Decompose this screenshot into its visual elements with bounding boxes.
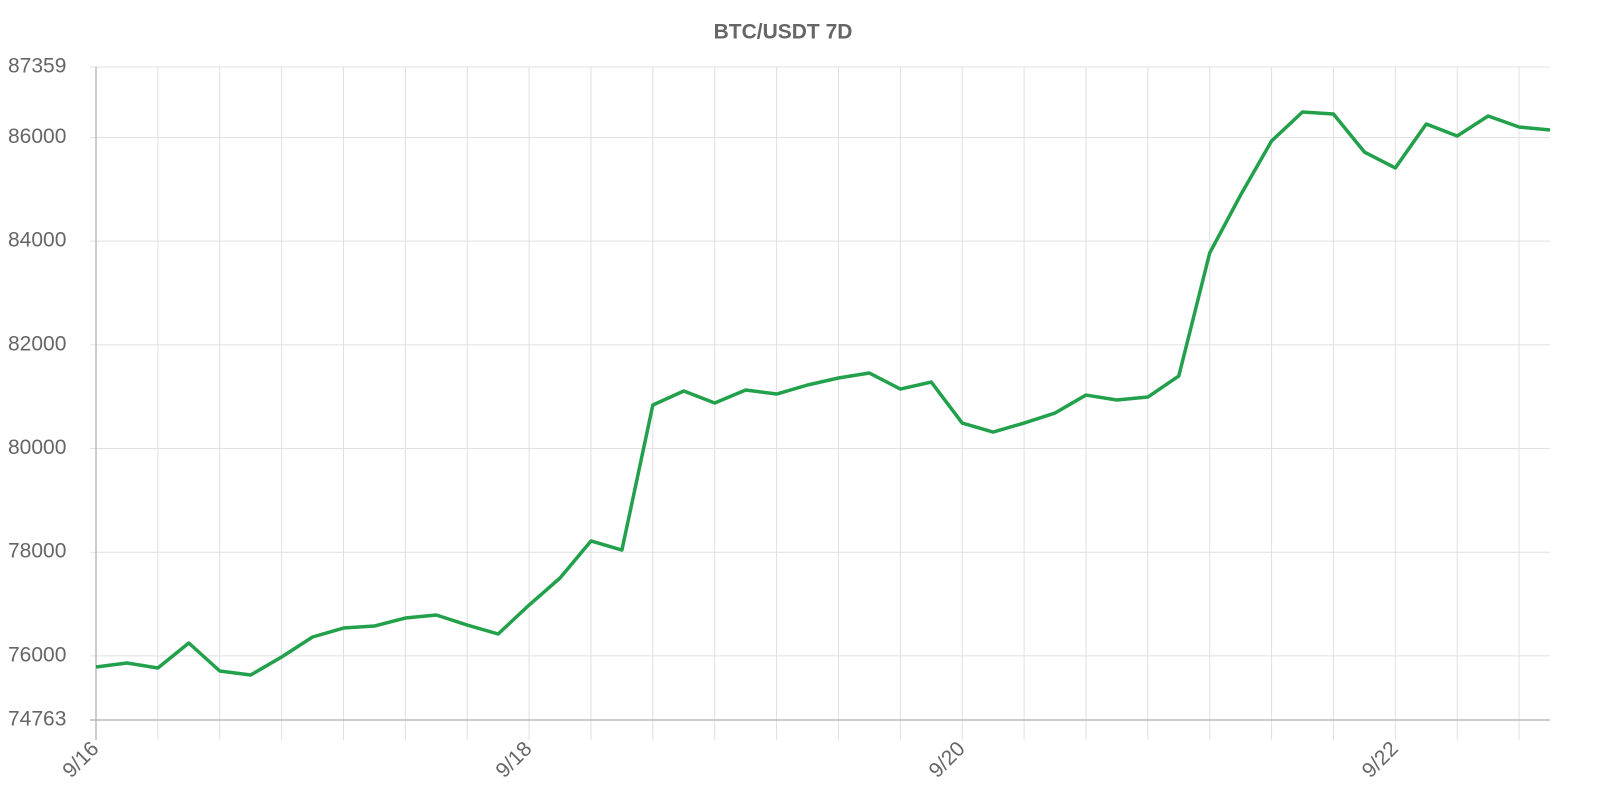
y-tick-label: 78000: [8, 540, 66, 563]
x-tick-label: 9/20: [925, 737, 970, 782]
y-tick-label: 86000: [8, 125, 66, 148]
x-tick-label: 9/22: [1358, 737, 1403, 782]
x-tick-label: 9/16: [58, 737, 103, 782]
y-tick-label: 74763: [8, 708, 66, 731]
y-tick-label: 87359: [8, 55, 66, 78]
y-tick-label: 76000: [8, 643, 66, 666]
y-tick-label: 84000: [8, 229, 66, 252]
y-tick-label: 80000: [8, 436, 66, 459]
y-tick-label: 82000: [8, 332, 66, 355]
series-line: [95, 110, 1551, 677]
chart-title: BTC/USDT 7D: [714, 21, 853, 44]
x-tick-label: 9/18: [491, 737, 536, 782]
